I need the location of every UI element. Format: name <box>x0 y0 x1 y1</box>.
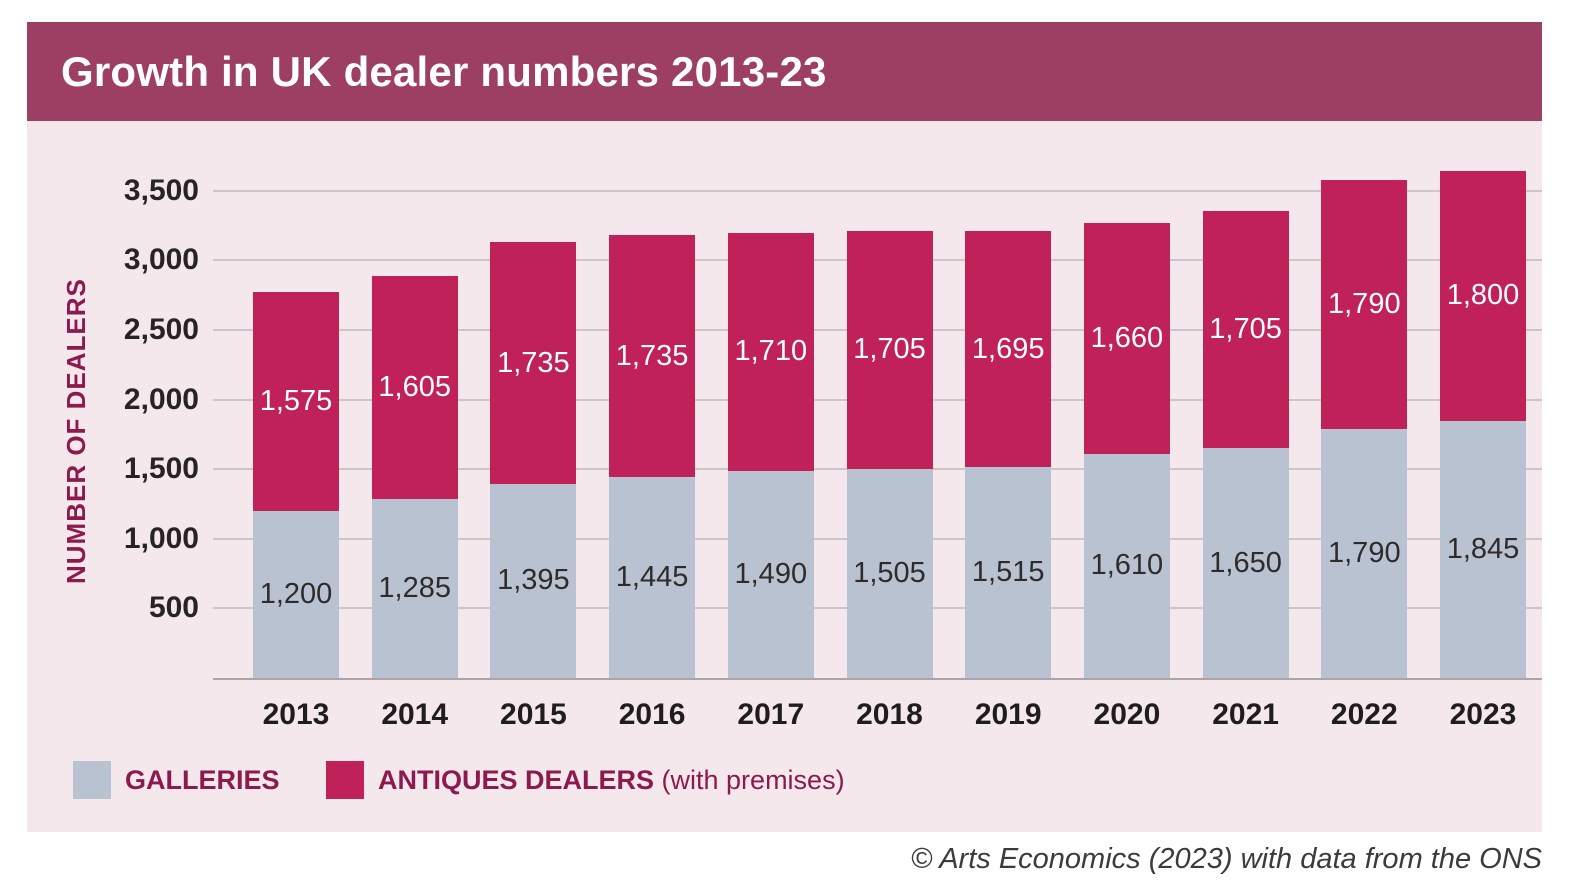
bar-value-label: 1,445 <box>615 560 689 593</box>
x-axis-label: 2022 <box>1330 698 1398 731</box>
bar-segment-galleries: 1,505 <box>846 468 933 678</box>
bar-group: 1,490 1,710 <box>727 232 814 678</box>
bar-segment-galleries: 1,285 <box>371 499 458 678</box>
bar-value-label: 1,800 <box>1446 279 1520 312</box>
x-axis-label: 2015 <box>500 698 567 731</box>
bar-group: 1,790 1,790 <box>1321 179 1408 678</box>
bar-segment-antiques: 1,575 <box>253 291 339 511</box>
bar-segment-antiques: 1,710 <box>727 232 814 471</box>
legend-label: GALLERIES <box>125 764 280 795</box>
footer-credit: © Arts Economics (2023) with data from t… <box>910 843 1542 875</box>
bar-segment-antiques: 1,735 <box>490 242 577 484</box>
bar-group: 1,610 1,660 <box>1083 222 1170 678</box>
bar-group: 1,505 1,705 <box>846 231 933 678</box>
bar-segment-antiques: 1,800 <box>1440 170 1526 422</box>
x-axis-line <box>213 678 1542 680</box>
bar-value-label: 1,845 <box>1446 533 1520 566</box>
y-tick-label: 2,000 <box>123 382 199 416</box>
bar-group: 1,395 1,735 <box>490 242 577 678</box>
bar-segment-antiques: 1,790 <box>1321 179 1408 429</box>
gridline <box>213 189 1542 192</box>
bar-value-label: 1,650 <box>1209 546 1282 579</box>
bar-segment-galleries: 1,790 <box>1321 428 1408 678</box>
y-tick-label: 3,000 <box>123 243 199 277</box>
bar-segment-antiques: 1,735 <box>609 235 696 477</box>
chart-title: Growth in UK dealer numbers 2013-23 <box>61 47 827 95</box>
x-axis-label: 2021 <box>1212 698 1279 731</box>
bar-segment-antiques: 1,695 <box>965 231 1052 468</box>
bar-group: 1,515 1,695 <box>965 231 1052 678</box>
bar-group: 1,650 1,705 <box>1202 211 1289 678</box>
legend-swatch <box>326 761 364 799</box>
x-axis-label: 2019 <box>974 698 1042 731</box>
y-axis-title: NUMBER OF DEALERS <box>61 278 91 584</box>
legend-item: GALLERIES <box>73 761 280 799</box>
bar-segment-antiques: 1,605 <box>371 275 458 500</box>
bar-segment-galleries: 1,610 <box>1083 453 1170 678</box>
bar-segment-galleries: 1,845 <box>1440 421 1526 678</box>
bar-value-label: 1,660 <box>1090 321 1164 354</box>
x-axis-label: 2017 <box>737 698 805 731</box>
legend-item: ANTIQUES DEALERS (with premises) <box>326 761 845 799</box>
bar-group: 1,845 1,800 <box>1440 170 1526 678</box>
bar-group: 1,200 1,575 <box>253 291 339 678</box>
bar-value-label: 1,735 <box>615 339 689 372</box>
bar-segment-antiques: 1,705 <box>846 231 933 469</box>
bar-value-label: 1,705 <box>1209 313 1282 346</box>
bar-value-label: 1,395 <box>497 564 570 597</box>
bar-value-label: 1,200 <box>259 577 333 610</box>
bar-value-label: 1,505 <box>853 556 926 589</box>
bar-value-label: 1,790 <box>1328 536 1401 569</box>
bar-group: 1,285 1,605 <box>371 275 458 678</box>
bar-value-label: 1,575 <box>259 384 333 417</box>
x-axis-label: 2016 <box>618 698 686 731</box>
x-axis-label: 2020 <box>1093 698 1161 731</box>
bar-group: 1,445 1,735 <box>609 235 696 678</box>
legend-label-suffix: (with premises) <box>654 764 845 795</box>
bar-segment-galleries: 1,395 <box>490 483 577 678</box>
legend-label: ANTIQUES DEALERS (with premises) <box>378 764 845 795</box>
bar-value-label: 1,515 <box>971 556 1045 589</box>
bar-value-label: 1,490 <box>734 557 808 590</box>
bar-value-label: 1,610 <box>1090 549 1164 582</box>
bar-value-label: 1,710 <box>734 335 808 368</box>
x-axis-label: 2013 <box>262 698 330 731</box>
bar-value-label: 1,735 <box>497 346 570 379</box>
y-tick-label: 500 <box>148 591 199 625</box>
y-tick-label: 1,500 <box>123 452 199 486</box>
x-axis-label: 2018 <box>856 698 923 731</box>
bar-value-label: 1,695 <box>971 332 1045 365</box>
y-tick-label: 1,000 <box>123 521 199 555</box>
plot-area: 1,200 1,575 1,285 1,605 1,395 1,735 1,445 1,735… <box>213 153 1542 678</box>
bar-segment-galleries: 1,490 <box>727 470 814 678</box>
bar-segment-galleries: 1,650 <box>1202 448 1289 678</box>
bar-segment-galleries: 1,200 <box>253 510 339 678</box>
bar-segment-antiques: 1,660 <box>1083 222 1170 454</box>
title-bar: Growth in UK dealer numbers 2013-23 <box>27 22 1542 121</box>
bar-value-label: 1,705 <box>853 333 926 366</box>
bar-segment-galleries: 1,445 <box>609 476 696 678</box>
bar-value-label: 1,605 <box>378 370 451 403</box>
y-tick-label: 2,500 <box>123 313 199 346</box>
legend: GALLERIES ANTIQUES DEALERS (with premises… <box>27 761 1542 805</box>
x-axis-label: 2014 <box>381 698 449 731</box>
y-tick-label: 3,500 <box>123 173 199 207</box>
bar-value-label: 1,790 <box>1328 287 1401 320</box>
chart-panel: NUMBER OF DEALERS 1,200 1,575 1,285 1,605 1,… <box>27 121 1542 832</box>
legend-swatch <box>73 761 111 799</box>
x-axis-label: 2023 <box>1449 698 1517 731</box>
bar-segment-antiques: 1,705 <box>1202 211 1289 449</box>
bar-segment-galleries: 1,515 <box>965 467 1052 678</box>
bar-value-label: 1,285 <box>378 572 451 605</box>
